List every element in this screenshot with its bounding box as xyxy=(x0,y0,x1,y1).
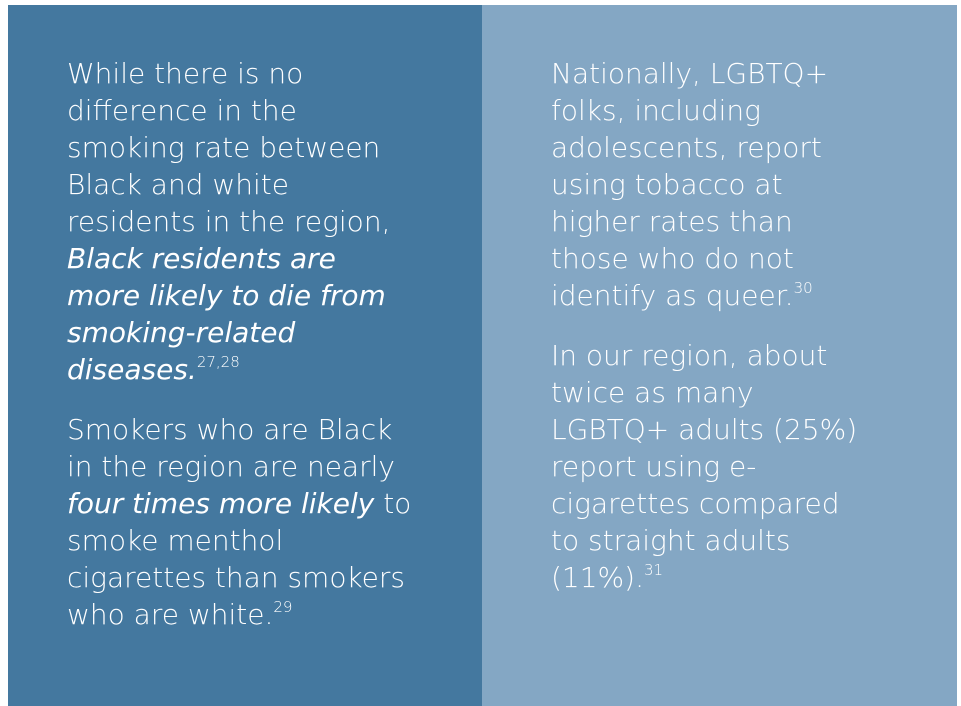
text-run: Nationally, LGBTQ+ folks, including adol… xyxy=(551,57,829,312)
paragraph: While there is no difference in the smok… xyxy=(67,55,412,388)
paragraph: Smokers who are Black in the region are … xyxy=(67,411,412,633)
text-run: four times more likely xyxy=(67,487,375,520)
paragraph: Nationally, LGBTQ+ folks, including adol… xyxy=(551,55,876,314)
paragraph: In our region, about twice as many LGBTQ… xyxy=(551,337,876,596)
right-panel: Nationally, LGBTQ+ folks, including adol… xyxy=(482,5,957,706)
citation: 27,28 xyxy=(196,353,240,371)
text-run: While there is no difference in the smok… xyxy=(67,57,391,238)
citation: 30 xyxy=(793,279,813,297)
text-run: Black residents are more likely to die f… xyxy=(67,242,386,386)
text-run: In our region, about twice as many LGBTQ… xyxy=(551,339,858,594)
text-run: Smokers who are Black in the region are … xyxy=(67,413,395,483)
text-run: to smoke menthol cigarettes than smokers… xyxy=(67,487,412,631)
left-panel: While there is no difference in the smok… xyxy=(8,5,482,706)
citation: 31 xyxy=(643,561,664,579)
citation: 29 xyxy=(273,598,293,616)
